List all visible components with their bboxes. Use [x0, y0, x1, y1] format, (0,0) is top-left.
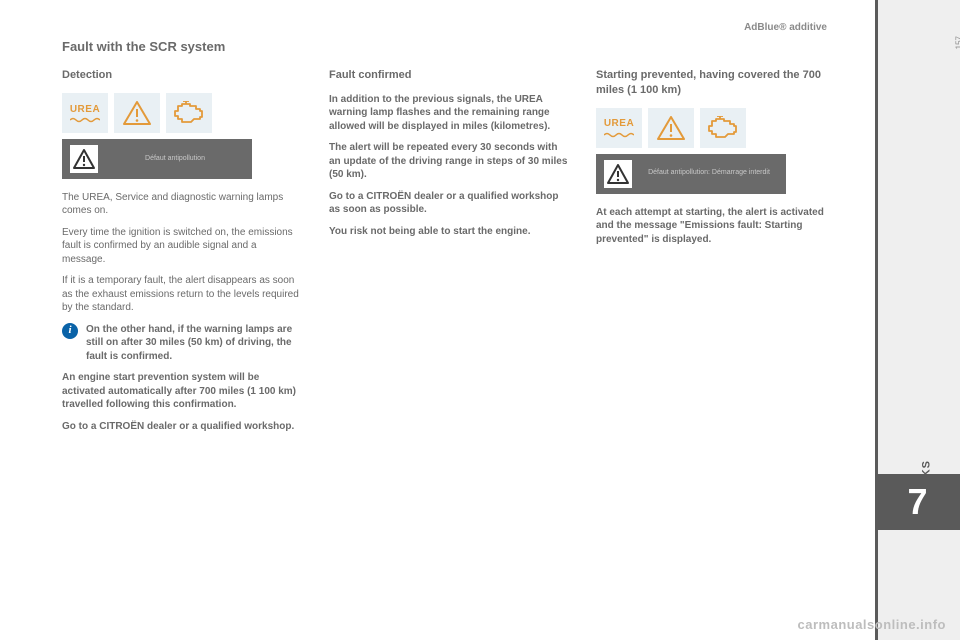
- col-prevented: Starting prevented, having covered the 7…: [596, 68, 835, 441]
- col1-p2: Every time the ignition is switched on, …: [62, 226, 301, 267]
- urea-icon: UREA: [62, 93, 108, 133]
- page-number: 157: [954, 36, 960, 49]
- col1-p1: The UREA, Service and diagnostic warning…: [62, 191, 301, 218]
- columns: Detection UREA Défaut antipollution: [62, 68, 835, 441]
- warning-triangle-icon: [114, 93, 160, 133]
- panel-triangle-icon: [70, 145, 98, 173]
- message-panel: Défaut antipollution: Démarrage interdit: [596, 154, 786, 194]
- watermark: carmanualsonline.info: [798, 617, 946, 632]
- chapter-number: 7: [907, 481, 927, 523]
- col1-info: On the other hand, if the warning lamps …: [86, 323, 301, 364]
- chapter-box: 7: [875, 474, 960, 530]
- col3-p1: At each attempt at starting, the alert i…: [596, 206, 835, 247]
- urea-text: UREA: [70, 103, 100, 117]
- col1-p4: An engine start prevention system will b…: [62, 371, 301, 412]
- col1-heading: Detection: [62, 68, 301, 83]
- icon-row: UREA: [62, 93, 301, 133]
- col1-p5: Go to a CITROËN dealer or a qualified wo…: [62, 420, 301, 434]
- icon-row-3: UREA: [596, 108, 835, 148]
- col-confirmed: Fault confirmed In addition to the previ…: [329, 68, 568, 441]
- col3-heading: Starting prevented, having covered the 7…: [596, 68, 835, 98]
- col2-p4: You risk not being able to start the eng…: [329, 225, 568, 239]
- col1-p3: If it is a temporary fault, the alert di…: [62, 274, 301, 315]
- urea-text: UREA: [604, 117, 634, 131]
- side-strip: [875, 0, 960, 640]
- urea-wave-icon: [604, 132, 634, 138]
- page-title: Fault with the SCR system: [62, 39, 835, 54]
- col2-heading: Fault confirmed: [329, 68, 568, 83]
- engine-icon: [700, 108, 746, 148]
- panel-message: Défaut antipollution: Démarrage interdit: [640, 169, 778, 177]
- page-content: AdBlue® additive Fault with the SCR syst…: [0, 0, 875, 640]
- panel-triangle-icon: [604, 160, 632, 188]
- warning-triangle-icon: [648, 108, 694, 148]
- urea-icon: UREA: [596, 108, 642, 148]
- message-panel: Défaut antipollution: [62, 139, 252, 179]
- info-row: i On the other hand, if the warning lamp…: [62, 323, 301, 364]
- engine-icon: [166, 93, 212, 133]
- urea-wave-icon: [70, 117, 100, 123]
- header-section: AdBlue® additive: [62, 22, 835, 33]
- col2-p2: The alert will be repeated every 30 seco…: [329, 141, 568, 182]
- col2-p1: In addition to the previous signals, the…: [329, 93, 568, 134]
- info-icon: i: [62, 323, 78, 339]
- col2-p3: Go to a CITROËN dealer or a qualified wo…: [329, 190, 568, 217]
- panel-message: Défaut antipollution: [106, 155, 244, 163]
- col-detection: Detection UREA Défaut antipollution: [62, 68, 301, 441]
